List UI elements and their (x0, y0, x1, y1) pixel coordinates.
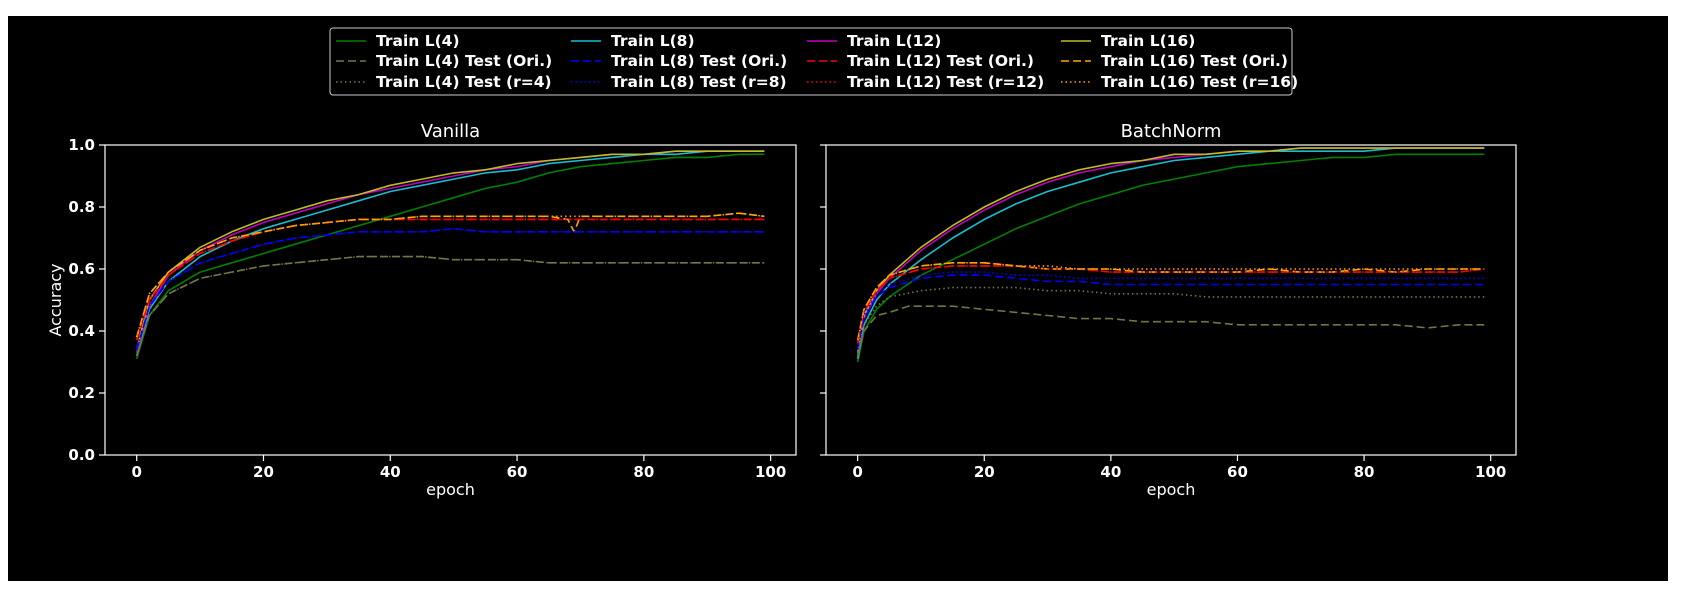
legend-label: Train L(4) Test (r=4) (376, 73, 552, 91)
legend: Train L(4) Train L(4) Test (Ori.) Train L(… (329, 27, 1298, 96)
axes-frame (825, 144, 1517, 456)
series-line-train-l-8-test-r-8 (856, 271, 1485, 350)
x-tick-label: 40 (1100, 463, 1121, 481)
legend-label: Train L(16) (1101, 32, 1195, 50)
y-tick-label: 0.8 (68, 198, 95, 216)
y-tick-label: 1.0 (68, 136, 95, 154)
panel-title: BatchNorm (1121, 121, 1222, 142)
x-tick-label: 100 (1475, 463, 1506, 481)
series-line-train-l-12-test-r-12 (135, 218, 765, 341)
x-tick-label: 80 (633, 463, 654, 481)
x-axis-label: epoch (1147, 480, 1196, 499)
y-tick-label: 0.0 (68, 446, 95, 464)
series-line-train-l-4 (135, 153, 765, 360)
series-line-train-l-16 (856, 147, 1485, 353)
legend-label: Train L(4) (376, 32, 460, 50)
axes-frame (104, 144, 797, 456)
legend-label: Train L(8) (611, 32, 695, 50)
x-axis-label: epoch (426, 480, 475, 499)
series-line-train-l-4-test-r-4 (135, 255, 765, 357)
figure: Train L(4) Train L(4) Test (Ori.) Train L(… (8, 16, 1668, 581)
series-line-train-l-4-test-r-4 (856, 286, 1485, 353)
series-line-train-l-8-test-r-8 (135, 227, 765, 350)
series-line-train-l-16-test-ori (135, 212, 765, 338)
series-line-train-l-16-test-ori (856, 262, 1485, 341)
legend-label: Train L(12) Test (Ori.) (847, 52, 1034, 70)
series-line-train-l-16-test-r-16 (856, 262, 1485, 341)
x-tick-label: 0 (852, 463, 862, 481)
series-line-train-l-4 (856, 153, 1485, 363)
series-line-train-l-12 (135, 150, 765, 353)
y-tick-label: 0.2 (68, 384, 95, 402)
series-line-train-l-12-test-ori (856, 265, 1485, 344)
panel-vanilla: 0 20 40 60 80 100 0.0 0.2 0.4 0.6 0.8 1.0 Vanilla epo… (46, 121, 797, 499)
x-tick-label: 60 (507, 463, 528, 481)
y-tick-label: 0.6 (68, 260, 95, 278)
y-tick-label: 0.4 (68, 322, 95, 340)
legend-label: Train L(12) Test (r=12) (847, 73, 1044, 91)
legend-label: Train L(12) (847, 32, 941, 50)
series-line-train-l-16 (135, 150, 765, 350)
x-tick-label: 0 (131, 463, 141, 481)
series-line-train-l-8-test-ori (135, 227, 765, 350)
chart-canvas: Train L(4) Train L(4) Test (Ori.) Train L(… (46, 27, 1517, 499)
x-tick-label: 100 (755, 463, 786, 481)
series-line-train-l-4-test-ori (135, 255, 765, 357)
legend-label: Train L(16) Test (Ori.) (1101, 52, 1288, 70)
x-tick-label: 80 (1354, 463, 1375, 481)
legend-label: Train L(8) Test (r=8) (611, 73, 787, 91)
y-axis-label: Accuracy (46, 263, 65, 336)
series-line-train-l-8 (135, 150, 765, 357)
series-line-train-l-8-test-ori (856, 274, 1485, 350)
series-line-train-l-8 (856, 147, 1485, 360)
x-tick-label: 20 (253, 463, 274, 481)
x-tick-label: 40 (380, 463, 401, 481)
legend-label: Train L(4) Test (Ori.) (376, 52, 552, 70)
legend-label: Train L(16) Test (r=16) (1101, 73, 1298, 91)
series-line-train-l-4-test-ori (856, 305, 1485, 356)
series-line-train-l-12-test-r-12 (856, 265, 1485, 344)
panel-batchnorm: 0 20 40 60 80 100 BatchNorm epoch (820, 121, 1517, 499)
x-tick-label: 60 (1227, 463, 1248, 481)
panel-title: Vanilla (421, 121, 480, 142)
x-tick-label: 20 (974, 463, 995, 481)
legend-label: Train L(8) Test (Ori.) (611, 52, 787, 70)
series-line-train-l-16-test-r-16 (135, 212, 765, 338)
